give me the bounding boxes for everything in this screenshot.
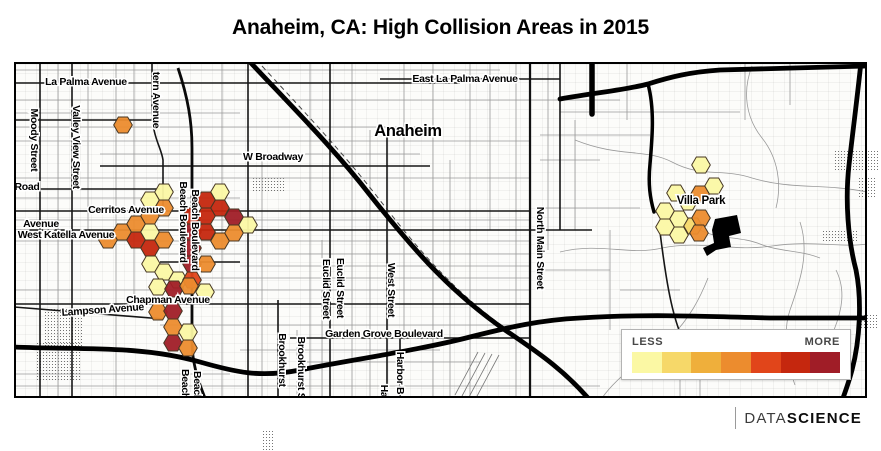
street-label: West Street [385, 263, 397, 318]
street-label: Beach [191, 371, 203, 398]
lake-area [703, 215, 741, 256]
street-map: Anaheim La Palma Avenue East La Palma Aven… [14, 62, 867, 398]
hexbin [678, 193, 698, 211]
brand-name-light: DATA [744, 409, 787, 427]
hexbin [148, 303, 168, 321]
hexbin [210, 232, 230, 250]
hexbin [113, 116, 133, 134]
street-label: Beach [179, 369, 191, 398]
hexbin [689, 224, 709, 242]
street-label: Garden Grove Boulevard [325, 328, 443, 340]
street-label: tern Avenue [150, 72, 162, 129]
street-label: North Main Street [534, 207, 546, 290]
legend-swatch [721, 352, 751, 373]
street-label: Beach Boulevard [189, 189, 201, 270]
terrain-texture [262, 430, 274, 450]
hexbin [691, 209, 711, 227]
street-label: Chapman Avenue [126, 294, 210, 306]
street-label: Euclid Street [320, 259, 332, 320]
legend-swatch [750, 352, 781, 373]
street-label: Beach Boulevard [177, 181, 189, 262]
legend-swatch [661, 352, 692, 373]
brand-name-bold: SCIENCE [786, 409, 862, 427]
legend-swatch [691, 352, 722, 373]
street-label: Harbor B [394, 352, 406, 395]
street-label: La Palma Avenue [45, 76, 127, 88]
street-label: Avenue [23, 218, 59, 230]
hexbin [178, 323, 198, 341]
street-label: Cerritos Avenue [88, 204, 164, 216]
street-label: Moody Street [28, 109, 40, 173]
park-texture [44, 308, 82, 348]
street-label: Valley View Street [70, 105, 82, 190]
street-label: Brookhurst [276, 333, 288, 387]
terrain-texture [858, 177, 876, 197]
street-label: W Broadway [243, 151, 303, 163]
hexbin [195, 283, 215, 301]
street-label: East La Palma Avenue [412, 73, 518, 85]
legend-more-label: MORE [804, 336, 840, 348]
logo-divider [735, 407, 737, 429]
hexbin [196, 255, 216, 273]
street-label: Anaheim [374, 122, 442, 140]
hexbin [196, 223, 216, 241]
hexbin [154, 231, 174, 249]
map-border [14, 62, 867, 398]
hexbin [98, 231, 118, 249]
street-label: Villa Park [677, 195, 726, 207]
street-labels: Anaheim La Palma Avenue East La Palma Aven… [14, 70, 728, 398]
collision-hexbins [98, 116, 724, 357]
street-label: West Katella Avenue [18, 229, 115, 241]
brand-name: DATASCIENCE [744, 410, 862, 427]
legend-swatch [632, 352, 662, 373]
street-label: Ha [378, 385, 390, 398]
hexbin [148, 278, 168, 296]
legend-swatch [810, 352, 841, 373]
street-label: Brookhurst S [295, 337, 307, 398]
park-texture [252, 177, 286, 193]
hexbin [179, 277, 199, 295]
legend-less-label: LESS [632, 336, 664, 348]
legend-swatch [780, 352, 811, 373]
legend: LESS MORE [621, 329, 851, 380]
legend-color-ramp [632, 352, 841, 373]
hexbin [178, 339, 198, 357]
datascience-logo: DATASCIENCE [735, 403, 862, 433]
terrain-texture [834, 150, 878, 172]
hexbin [669, 226, 689, 244]
street-label: Road [14, 181, 39, 193]
beach-blvd-road [176, 67, 207, 398]
hexbin [163, 334, 183, 352]
freeways [14, 62, 867, 398]
hexbin [691, 156, 711, 174]
hexbin [154, 183, 174, 201]
hexbin [164, 280, 184, 298]
street-label: Euclid Street [334, 258, 346, 319]
chart-title: Anaheim, CA: High Collision Areas in 201… [232, 16, 649, 39]
